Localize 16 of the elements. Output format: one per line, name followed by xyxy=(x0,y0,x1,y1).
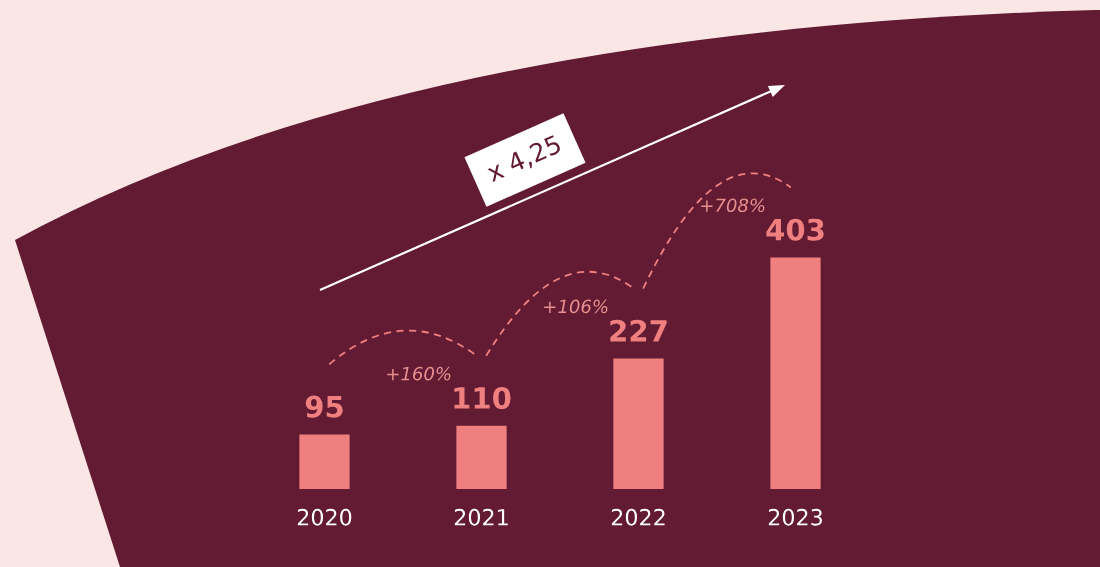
annotation: +106% xyxy=(544,299,608,314)
bar xyxy=(299,434,350,489)
x-tick-label: 2021 xyxy=(454,508,508,526)
x-tick-label: 2023 xyxy=(768,508,822,526)
text: x 4,25 xyxy=(485,134,563,185)
text: +708% xyxy=(701,198,765,213)
bar xyxy=(456,425,507,489)
annotation: +160% xyxy=(387,366,451,381)
bar xyxy=(770,257,821,489)
data-label: 403 xyxy=(766,218,824,241)
bar xyxy=(613,358,664,489)
x-tick-label: 2020 xyxy=(297,508,352,526)
data-label: 110 xyxy=(454,386,511,410)
x-tick-label: 2022 xyxy=(611,508,665,526)
data-label: 227 xyxy=(610,319,667,342)
data-label: 95 xyxy=(305,395,343,418)
